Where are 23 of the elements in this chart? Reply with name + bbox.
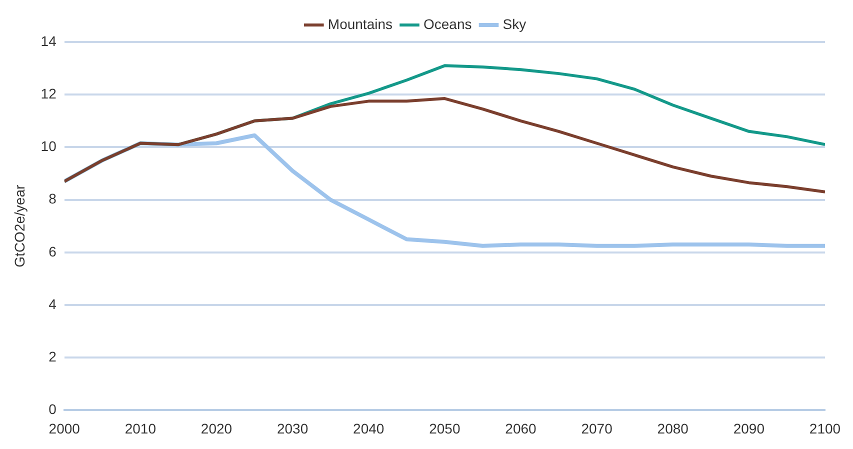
- x-tick-label: 2020: [200, 420, 232, 436]
- x-tick-label: 2030: [276, 420, 308, 436]
- x-tick-label: 2090: [733, 420, 765, 436]
- x-tick-label: 2080: [657, 420, 689, 436]
- x-tick-label: 2040: [353, 420, 384, 436]
- legend-label: Sky: [502, 16, 526, 32]
- y-tick-label: 4: [48, 296, 57, 312]
- y-tick-label: 0: [48, 401, 57, 418]
- legend-label: Oceans: [424, 16, 472, 32]
- y-tick-label: 6: [48, 243, 57, 260]
- x-tick-label: 2100: [809, 420, 841, 436]
- x-tick-label: 2070: [581, 420, 613, 436]
- x-tick-label: 2010: [124, 420, 156, 436]
- y-tick-label: 14: [40, 32, 57, 49]
- y-tick-label: 2: [48, 348, 57, 364]
- y-tick-label: 10: [40, 138, 57, 154]
- y-axis-title: GtCO2e/year: [11, 184, 28, 268]
- x-tick-label: 2000: [48, 420, 80, 436]
- y-tick-label: 12: [40, 85, 57, 102]
- x-tick-label: 2050: [429, 420, 460, 436]
- x-tick-label: 2060: [505, 420, 537, 436]
- y-tick-label: 8: [48, 190, 57, 207]
- legend-label: Mountains: [328, 16, 393, 32]
